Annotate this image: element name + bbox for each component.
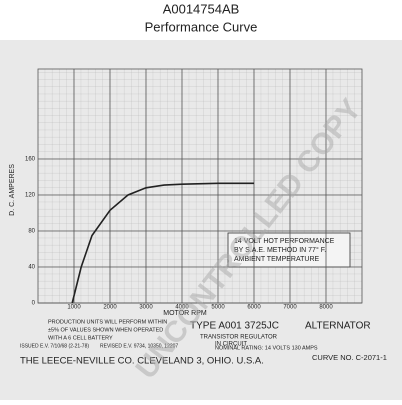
footer-text: ISSUED E.V. 7/10/68 (2-21-78) [20,343,89,349]
chart-title: A0014754AB [163,1,240,16]
footer-text: ±5% OF VALUES SHOWN WHEN OPERATED [48,327,163,333]
x-tick-label: 4000 [175,305,189,311]
y-tick-label: 160 [25,157,36,163]
x-tick-label: 8000 [319,305,333,311]
x-tick-label: 5000 [211,305,225,311]
graph-paper [38,69,362,303]
y-tick-label: 120 [25,193,36,199]
footer-text: TYPE A001 3725JC [190,321,279,332]
curve [71,182,254,304]
note-text: 14 VOLT HOT PERFORMANCE [234,238,335,245]
x-tick-label: 2000 [103,305,117,311]
note-box [227,232,351,268]
footer-text: ALTERNATOR [305,321,371,332]
footer-text: THE LEECE-NEVILLE CO. CLEVELAND 3, OHIO.… [20,356,264,367]
x-tick-label: 1000 [67,305,81,311]
footer-text: REVISED E.V. 9734, 10350, 12207 [100,343,178,349]
footer-text: WITH A 6 CELL BATTERY [48,335,113,341]
x-tick-label: 6000 [247,305,261,311]
y-tick-label: 40 [28,265,35,271]
x-tick-label: 7000 [283,305,297,311]
x-tick-label: 3000 [139,305,153,311]
footer-text: CURVE NO. C-2071-1 [312,353,387,362]
footer-text: PRODUCTION UNITS WILL PERFORM WITHIN [48,319,167,325]
chart-subtitle: Performance Curve [145,19,258,34]
footer-text: TRANSISTOR REGULATOR [200,335,278,341]
x-axis-label: MOTOR RPM [163,310,207,317]
note-text: AMBIENT TEMPERATURE [234,256,320,263]
note-text: BY S.A.E. METHOD IN 77° F. [234,246,326,254]
footer-text: NOMINAL RATING: 14 VOLTS 130 AMPS [215,345,318,351]
y-axis-label: D. C. AMPERES [9,164,16,216]
y-tick-label: 80 [28,229,35,235]
y-tick-label: 0 [32,301,36,307]
footer-text: IN CIRCUIT [215,342,247,348]
